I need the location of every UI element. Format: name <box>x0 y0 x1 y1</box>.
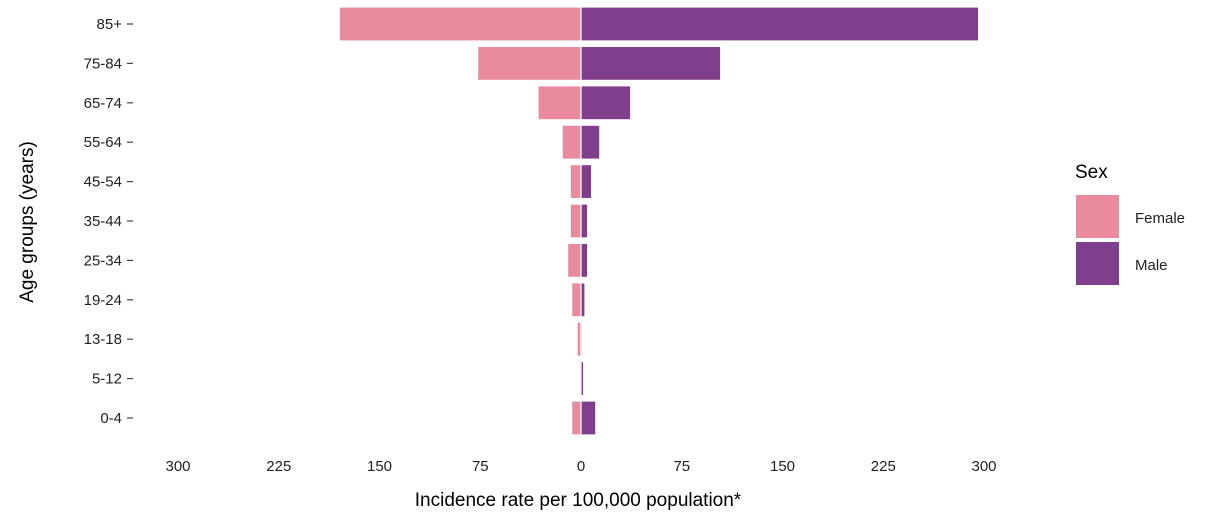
x-axis-title: Incidence rate per 100,000 population* <box>415 490 742 511</box>
y-tick-label: 5-12 <box>92 371 122 388</box>
bar-male-25-34 <box>580 242 589 278</box>
bar-female-65-74 <box>537 85 582 121</box>
x-tick-label: 300 <box>165 458 190 475</box>
bar-male-85+ <box>580 6 980 42</box>
y-tick-label: 55-64 <box>84 134 122 151</box>
legend-swatch-male <box>1076 242 1119 285</box>
y-tick-label: 75-84 <box>84 55 122 72</box>
x-tick-label: 300 <box>971 458 996 475</box>
y-axis: 85+ 75-84 65-74 55-64 45-54 35-44 25-34 19-24 13… <box>84 16 133 427</box>
bar-female-0-4 <box>570 400 582 436</box>
bar-female-55-64 <box>561 124 582 160</box>
bar-male-75-84 <box>580 45 722 82</box>
bar-male-0-4 <box>580 400 597 436</box>
bar-male-55-64 <box>580 124 601 160</box>
x-tick-label: 225 <box>266 458 291 475</box>
legend-label-female: Female <box>1135 210 1185 227</box>
bar-male-5-12 <box>580 361 585 397</box>
bar-female-75-84 <box>477 45 582 82</box>
legend-label-male: Male <box>1135 257 1168 274</box>
bar-female-45-54 <box>569 164 582 200</box>
x-tick-label: 150 <box>367 458 392 475</box>
bar-male-19-24 <box>580 282 586 318</box>
bar-male-35-44 <box>580 203 589 239</box>
y-tick-label: 65-74 <box>84 95 122 112</box>
bar-male-13-18 <box>580 321 583 357</box>
legend-title: Sex <box>1075 162 1108 183</box>
x-tick-label: 150 <box>770 458 795 475</box>
y-tick-label: 19-24 <box>84 292 122 309</box>
x-tick-label: 75 <box>673 458 690 475</box>
legend-swatch-female <box>1076 195 1119 238</box>
bar-female-19-24 <box>570 282 582 318</box>
y-tick-label: 85+ <box>97 16 123 33</box>
x-tick-label: 0 <box>577 458 585 475</box>
bar-male-65-74 <box>580 85 632 121</box>
bar-male-45-54 <box>580 164 593 200</box>
bars-layer <box>338 6 980 436</box>
x-tick-label: 75 <box>472 458 489 475</box>
y-tick-label: 25-34 <box>84 252 122 269</box>
y-tick-label: 35-44 <box>84 213 122 230</box>
y-tick-label: 0-4 <box>100 410 122 427</box>
x-tick-label: 225 <box>871 458 896 475</box>
bar-female-25-34 <box>566 242 582 278</box>
y-tick-label: 13-18 <box>84 331 122 348</box>
bar-female-35-44 <box>569 203 582 239</box>
bar-female-85+ <box>338 6 582 42</box>
legend: Sex Female Male <box>1075 162 1185 285</box>
x-axis: 300 225 150 75 0 75 150 225 300 <box>165 458 996 475</box>
y-axis-title: Age groups (years) <box>17 141 38 303</box>
y-tick-label: 45-54 <box>84 174 122 191</box>
